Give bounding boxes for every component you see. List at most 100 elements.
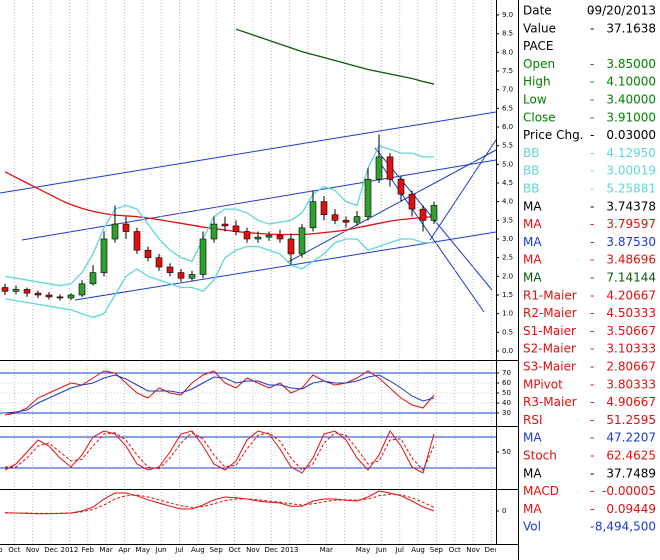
data-value: 3.10333 [606,342,656,356]
x-tick-label: Apr [118,546,130,554]
data-label: MA [523,466,542,480]
candle-body [397,178,405,195]
data-label: Value [523,21,556,35]
data-label: Date [523,4,552,18]
candle-body [188,274,196,279]
data-label: MA [523,431,542,445]
separator: - [590,164,594,178]
candle-body [122,223,130,232]
data-label: BB [523,164,539,178]
candle-body [23,289,31,294]
data-value: 3.80333 [606,377,656,391]
x-tick-label: Dec [485,546,499,554]
candle-body [265,234,273,238]
data-value: 3.79597 [606,217,656,231]
candle-body [298,227,306,255]
data-value: 37.7489 [606,466,656,480]
x-tick-label: 2012 [60,546,78,554]
data-value: 3.50667 [606,324,656,338]
data-value: 3.91000 [606,110,656,124]
y-tick-label: 7.0 [502,86,513,94]
data-label: Vol [523,520,541,534]
data-value: 4.50333 [606,306,656,320]
x-tick-label: Oct [228,546,240,554]
x-tick-label: Mar [99,546,112,554]
data-label: PACE [523,39,553,53]
data-value: 3.00019 [606,164,656,178]
data-label: MA [523,235,542,249]
y-tick-label: 4.5 [502,179,513,187]
separator: - [590,360,594,374]
separator: - [590,377,594,391]
candle-body [155,257,163,268]
separator: - [590,93,594,107]
separator: - [590,146,594,160]
candle-body [309,201,317,229]
indicator-line [4,144,434,287]
y-tick-label: 6.0 [502,123,513,131]
x-tick-label: Oct [8,546,20,554]
separator: - [590,128,594,142]
y-tick-label: 4.0 [502,198,513,206]
x-tick-label: May [356,546,370,554]
data-label: RSI [523,413,543,427]
candle-body [56,296,64,299]
data-label: S2-Maier [523,342,576,356]
separator: - [590,217,594,231]
data-label: Close [523,110,556,124]
separator: - [590,484,594,498]
indicator-line [4,238,434,319]
y-tick-label: 8.5 [502,30,513,38]
x-tick-label: Jun [155,546,167,554]
data-label: Open [523,57,555,71]
data-value: 4.10000 [606,75,656,89]
separator: - [590,413,594,427]
y-tick-label: 2.0 [502,272,513,280]
data-value: 4.90667 [606,395,656,409]
indicator-line [5,432,435,471]
x-tick-label: Dec [44,546,58,554]
data-label: BB [523,146,539,160]
y-tick-label: 60 [502,379,511,387]
candle-body [89,272,97,285]
separator: - [590,431,594,445]
y-tick-label: 8.0 [502,48,513,56]
x-tick-label: May [136,546,150,554]
candle-body [320,201,328,216]
y-tick-label: 2.5 [502,254,513,262]
candle-body [210,223,218,240]
candle-body [144,249,152,258]
separator: - [590,520,594,534]
x-tick-label: Nov [26,546,40,554]
candle-body [177,272,185,279]
separator: - [590,21,594,35]
data-label: Low [523,93,547,107]
data-value: 51.2595 [606,413,656,427]
y-tick-label: 6.5 [502,104,513,112]
data-value: -0.00005 [602,484,656,498]
candle-body [331,214,339,221]
y-tick-label: 5.0 [502,160,513,168]
y-tick-label: 3.0 [502,235,513,243]
trend-line [429,139,496,241]
data-label: MA [523,199,542,213]
x-tick-label: Nov [246,546,260,554]
candle-body [45,294,53,298]
x-tick-label: Aug [191,546,205,554]
trend-line [287,149,496,263]
data-value: 09/20/2013 [587,4,656,18]
candle-body [386,156,394,180]
candle-body [12,289,20,292]
separator: - [590,306,594,320]
separator: - [590,110,594,124]
data-label: MPivot [523,377,563,391]
x-tick-label: Sep [0,546,3,554]
candle-body [430,205,438,221]
separator: - [590,342,594,356]
x-tick-label: Jun [375,546,387,554]
candle-body [232,225,240,232]
trend-line [0,111,496,194]
candle-body [364,178,372,217]
candle-body [408,193,416,210]
